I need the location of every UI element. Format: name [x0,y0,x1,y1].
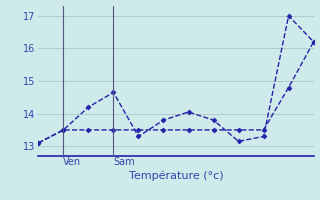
X-axis label: Température (°c): Température (°c) [129,170,223,181]
